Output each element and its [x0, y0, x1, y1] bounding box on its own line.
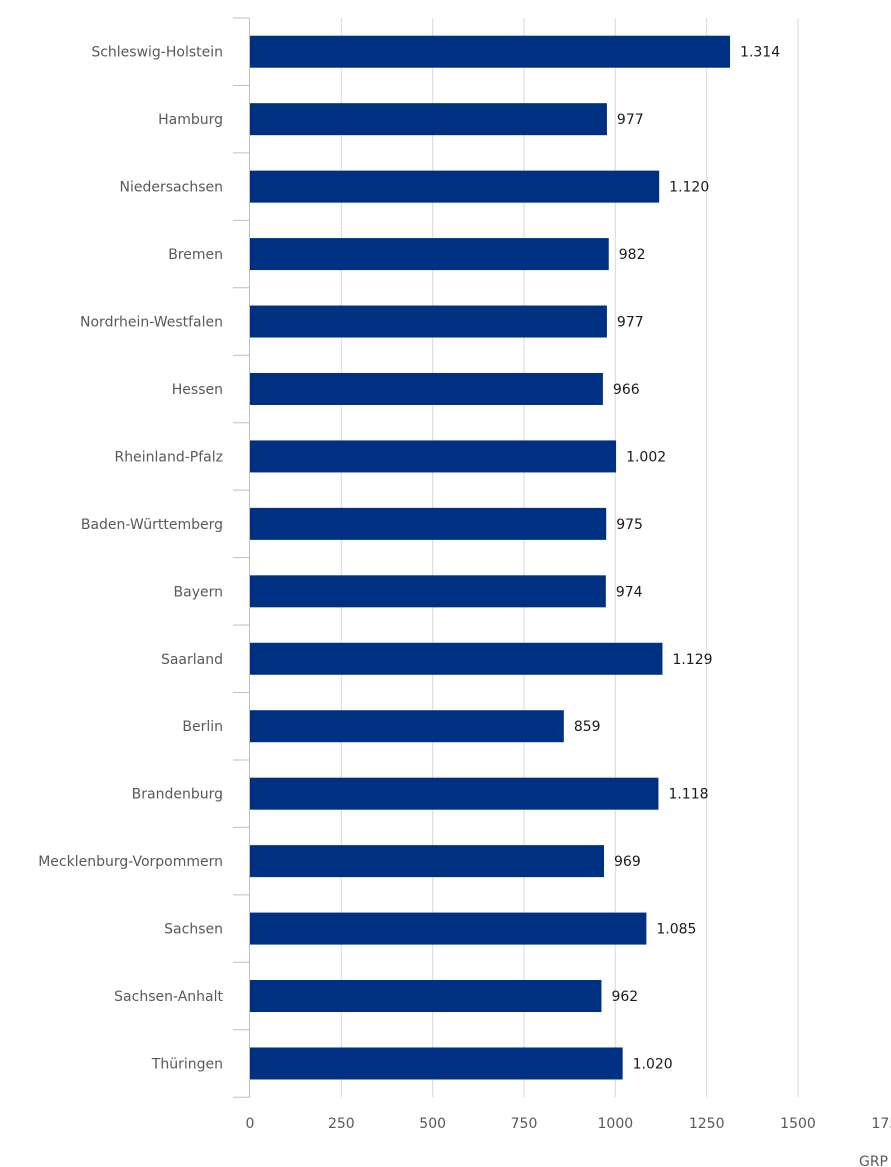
category-label: Mecklenburg-Vorpommern: [38, 854, 223, 870]
data-label: 1.118: [668, 787, 708, 803]
category-label: Brandenburg: [132, 787, 223, 803]
category-label: Niedersachsen: [120, 180, 223, 196]
data-label: 1.085: [656, 922, 696, 938]
bar-series: [250, 35, 731, 1080]
data-label: 859: [574, 719, 601, 735]
category-label: Baden-Württemberg: [81, 517, 223, 533]
bar: [250, 238, 609, 271]
category-label: Saarland: [161, 652, 223, 668]
bar: [250, 305, 607, 338]
x-tick-label: 250: [328, 1116, 355, 1132]
category-label: Bayern: [174, 584, 223, 600]
data-label: 975: [616, 517, 643, 533]
category-label: Sachsen: [164, 922, 223, 938]
data-label: 977: [617, 315, 644, 331]
category-label: Hessen: [172, 382, 223, 398]
bar: [250, 980, 602, 1013]
x-tick-label: 750: [511, 1116, 538, 1132]
category-label: Rheinland-Pfalz: [115, 449, 223, 465]
bar: [250, 777, 659, 810]
x-tick-label: 1750: [872, 1116, 891, 1132]
x-axis-title: GRP: [859, 1154, 888, 1167]
bar: [250, 642, 663, 675]
data-label: 1.002: [626, 449, 666, 465]
data-label: 966: [613, 382, 640, 398]
data-label: 962: [611, 989, 638, 1005]
bar: [250, 440, 617, 473]
bar: [250, 575, 606, 608]
bar: [250, 1047, 623, 1080]
x-tick-label: 1250: [689, 1116, 725, 1132]
bar: [250, 710, 564, 743]
x-tick-labels: 0 250 500 750 1000 1250 1500 1750: [246, 1116, 891, 1132]
bar: [250, 103, 607, 136]
x-tick-label: 1500: [780, 1116, 816, 1132]
category-label: Hamburg: [158, 112, 223, 128]
x-tick-label: 1000: [598, 1116, 634, 1132]
data-label: 1.314: [740, 45, 780, 61]
data-label: 974: [616, 584, 643, 600]
data-label: 1.020: [633, 1056, 673, 1072]
bar: [250, 912, 647, 945]
category-label: Nordrhein-Westfalen: [80, 315, 223, 331]
bar: [250, 507, 607, 540]
bar: [250, 372, 603, 405]
x-tick-label: 500: [419, 1116, 446, 1132]
category-label: Sachsen-Anhalt: [114, 989, 223, 1005]
category-label: Bremen: [168, 247, 223, 263]
data-label: 1.129: [672, 652, 712, 668]
category-axis: [233, 17, 250, 1098]
category-label: Berlin: [182, 719, 223, 735]
category-label: Thüringen: [151, 1056, 223, 1072]
bar: [250, 845, 605, 878]
bar: [250, 35, 731, 68]
x-tick-label: 0: [246, 1116, 255, 1132]
data-label: 982: [619, 247, 646, 263]
value-labels: 1.314 977 1.120 982 977 966 1.002 975 974 1.129 85…: [574, 45, 780, 1073]
bar: [250, 170, 660, 203]
data-label: 969: [614, 854, 641, 870]
category-label: Schleswig-Holstein: [91, 45, 223, 61]
data-label: 1.120: [669, 180, 709, 196]
category-labels: Schleswig-Holstein Hamburg Niedersachsen Br…: [38, 45, 223, 1073]
data-label: 977: [617, 112, 644, 128]
